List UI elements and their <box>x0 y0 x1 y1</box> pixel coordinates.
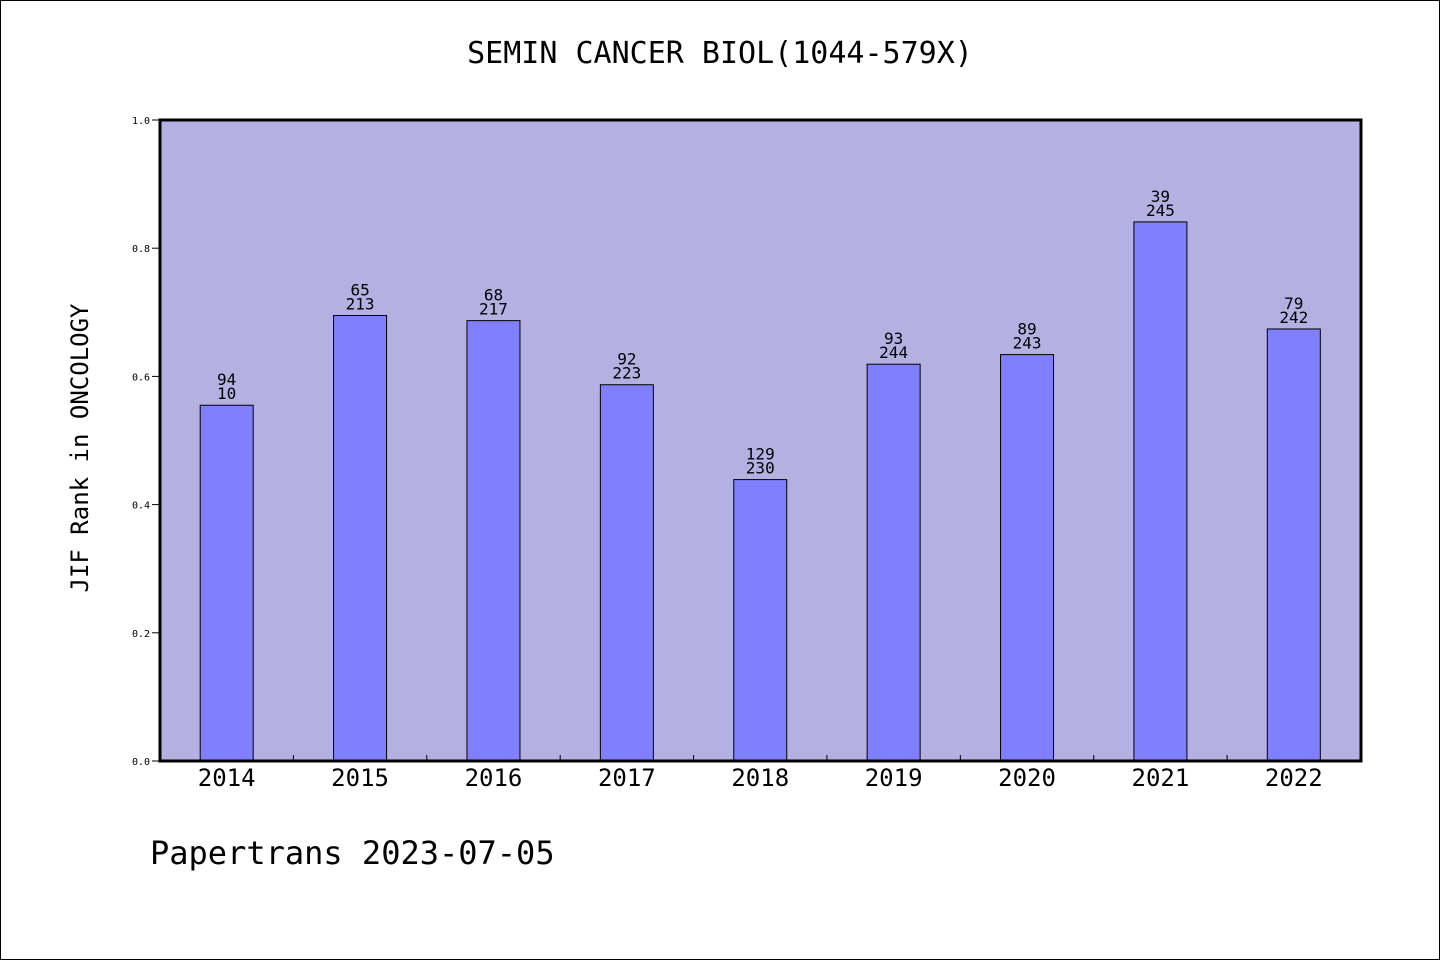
bar-label-total: 245 <box>1146 201 1175 220</box>
bar <box>333 315 388 762</box>
bar-label-total: 223 <box>612 364 641 383</box>
bar-label-rank: 39 <box>1151 187 1170 206</box>
bar-label-total: 10 <box>217 384 236 403</box>
x-tick-label: 2015 <box>331 764 389 792</box>
bar <box>733 479 788 762</box>
bar <box>199 404 254 762</box>
bar-label-rank: 68 <box>484 286 503 305</box>
bar-label-total: 213 <box>346 295 375 314</box>
y-tick-label: 0.4 <box>132 501 150 512</box>
y-tick-label: 0.0 <box>132 757 150 768</box>
bar <box>1000 354 1055 762</box>
x-tick-label: 2019 <box>865 764 923 792</box>
plot-border <box>158 118 1363 763</box>
bar-label-rank: 93 <box>884 329 903 348</box>
chart-title: SEMIN CANCER BIOL(1044-579X) <box>467 36 973 71</box>
bar-label-rank: 89 <box>1017 320 1036 339</box>
y-tick-label: 0.6 <box>132 372 150 383</box>
y-tick-label: 1.0 <box>132 116 150 127</box>
bar-label-rank: 65 <box>350 281 369 300</box>
x-tick-label: 2017 <box>598 764 656 792</box>
x-tick-label: 2020 <box>998 764 1056 792</box>
x-tick-label: 2021 <box>1132 764 1190 792</box>
x-tick-label: 2016 <box>465 764 523 792</box>
bar <box>466 320 521 762</box>
bar-label-total: 242 <box>1279 308 1308 327</box>
x-tick-label: 2018 <box>731 764 789 792</box>
x-tick-label: 2022 <box>1265 764 1323 792</box>
bar <box>1133 221 1188 762</box>
bar-label-total: 243 <box>1013 334 1042 353</box>
y-tick-label: 0.2 <box>132 629 150 640</box>
bar-label-rank: 92 <box>617 350 636 369</box>
bar <box>599 384 654 762</box>
bar-label-rank: 94 <box>217 370 236 389</box>
bar <box>1266 328 1321 762</box>
bar-label-total: 244 <box>879 343 908 362</box>
bar <box>866 363 921 762</box>
x-tick-label: 2014 <box>198 764 256 792</box>
ticks-layer: 0.0 0.2 0.4 0.6 0.8 1.0 2014 2015 2016 2017 2018 20… <box>132 116 1323 792</box>
y-tick-label: 0.8 <box>132 244 150 255</box>
bar-label-rank: 129 <box>746 445 775 464</box>
bar-label-total: 230 <box>746 459 775 478</box>
bar-label-rank: 79 <box>1284 294 1303 313</box>
bar-label-total: 217 <box>479 300 508 319</box>
footer-note: Papertrans 2023-07-05 <box>150 834 555 872</box>
